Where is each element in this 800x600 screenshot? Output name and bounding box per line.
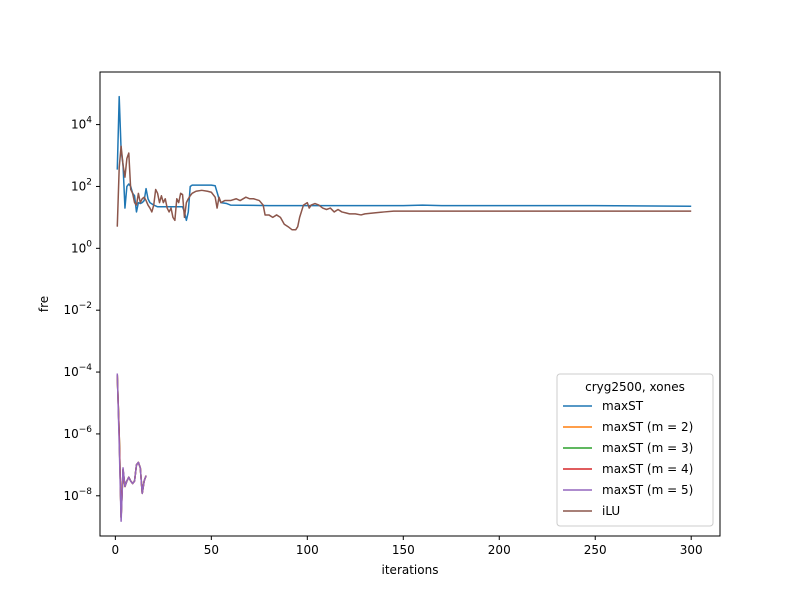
x-tick-label: 200 xyxy=(488,543,511,557)
legend-entry-label: maxST xyxy=(602,399,644,413)
x-tick-label: 150 xyxy=(392,543,415,557)
legend-entry-label: maxST (m = 4) xyxy=(602,462,693,476)
y-tick-label: 100 xyxy=(71,239,92,255)
x-tick-label: 100 xyxy=(296,543,319,557)
y-tick-label: 10−8 xyxy=(63,487,92,503)
x-tick-label: 50 xyxy=(204,543,219,557)
y-tick-label: 10−6 xyxy=(63,425,92,441)
y-tick-label: 10−4 xyxy=(63,363,92,379)
x-axis-label: iterations xyxy=(382,563,439,577)
series-line-6 xyxy=(116,145,692,231)
series-line-5 xyxy=(116,373,147,523)
legend-entry-label: iLU xyxy=(602,504,620,518)
legend-title: cryg2500, xones xyxy=(585,380,685,394)
y-axis-label: fre xyxy=(37,296,51,312)
plot-series xyxy=(116,95,692,523)
y-axis-ticks: 104 102 100 10−2 10−4 10−6 10−8 xyxy=(63,116,100,503)
x-tick-label: 300 xyxy=(680,543,703,557)
x-tick-label: 0 xyxy=(112,543,120,557)
plot-frame xyxy=(99,71,721,537)
y-tick-label: 102 xyxy=(71,177,92,193)
series-line-1 xyxy=(116,95,692,222)
legend-entry-label: maxST (m = 3) xyxy=(602,441,693,455)
legend-box xyxy=(556,373,714,527)
legend-entry-label: maxST (m = 5) xyxy=(602,483,693,497)
legend: cryg2500, xones maxST maxST (m = 2) maxST … xyxy=(556,373,714,527)
x-axis-ticks: 0 50 100 150 200 250 300 xyxy=(112,536,703,557)
x-tick-label: 250 xyxy=(584,543,607,557)
y-tick-label: 104 xyxy=(71,116,92,132)
y-tick-label: 10−2 xyxy=(63,301,92,317)
legend-entries: maxST maxST (m = 2) maxST (m = 3) maxST (m … xyxy=(563,399,693,518)
legend-entry-label: maxST (m = 2) xyxy=(602,420,693,434)
